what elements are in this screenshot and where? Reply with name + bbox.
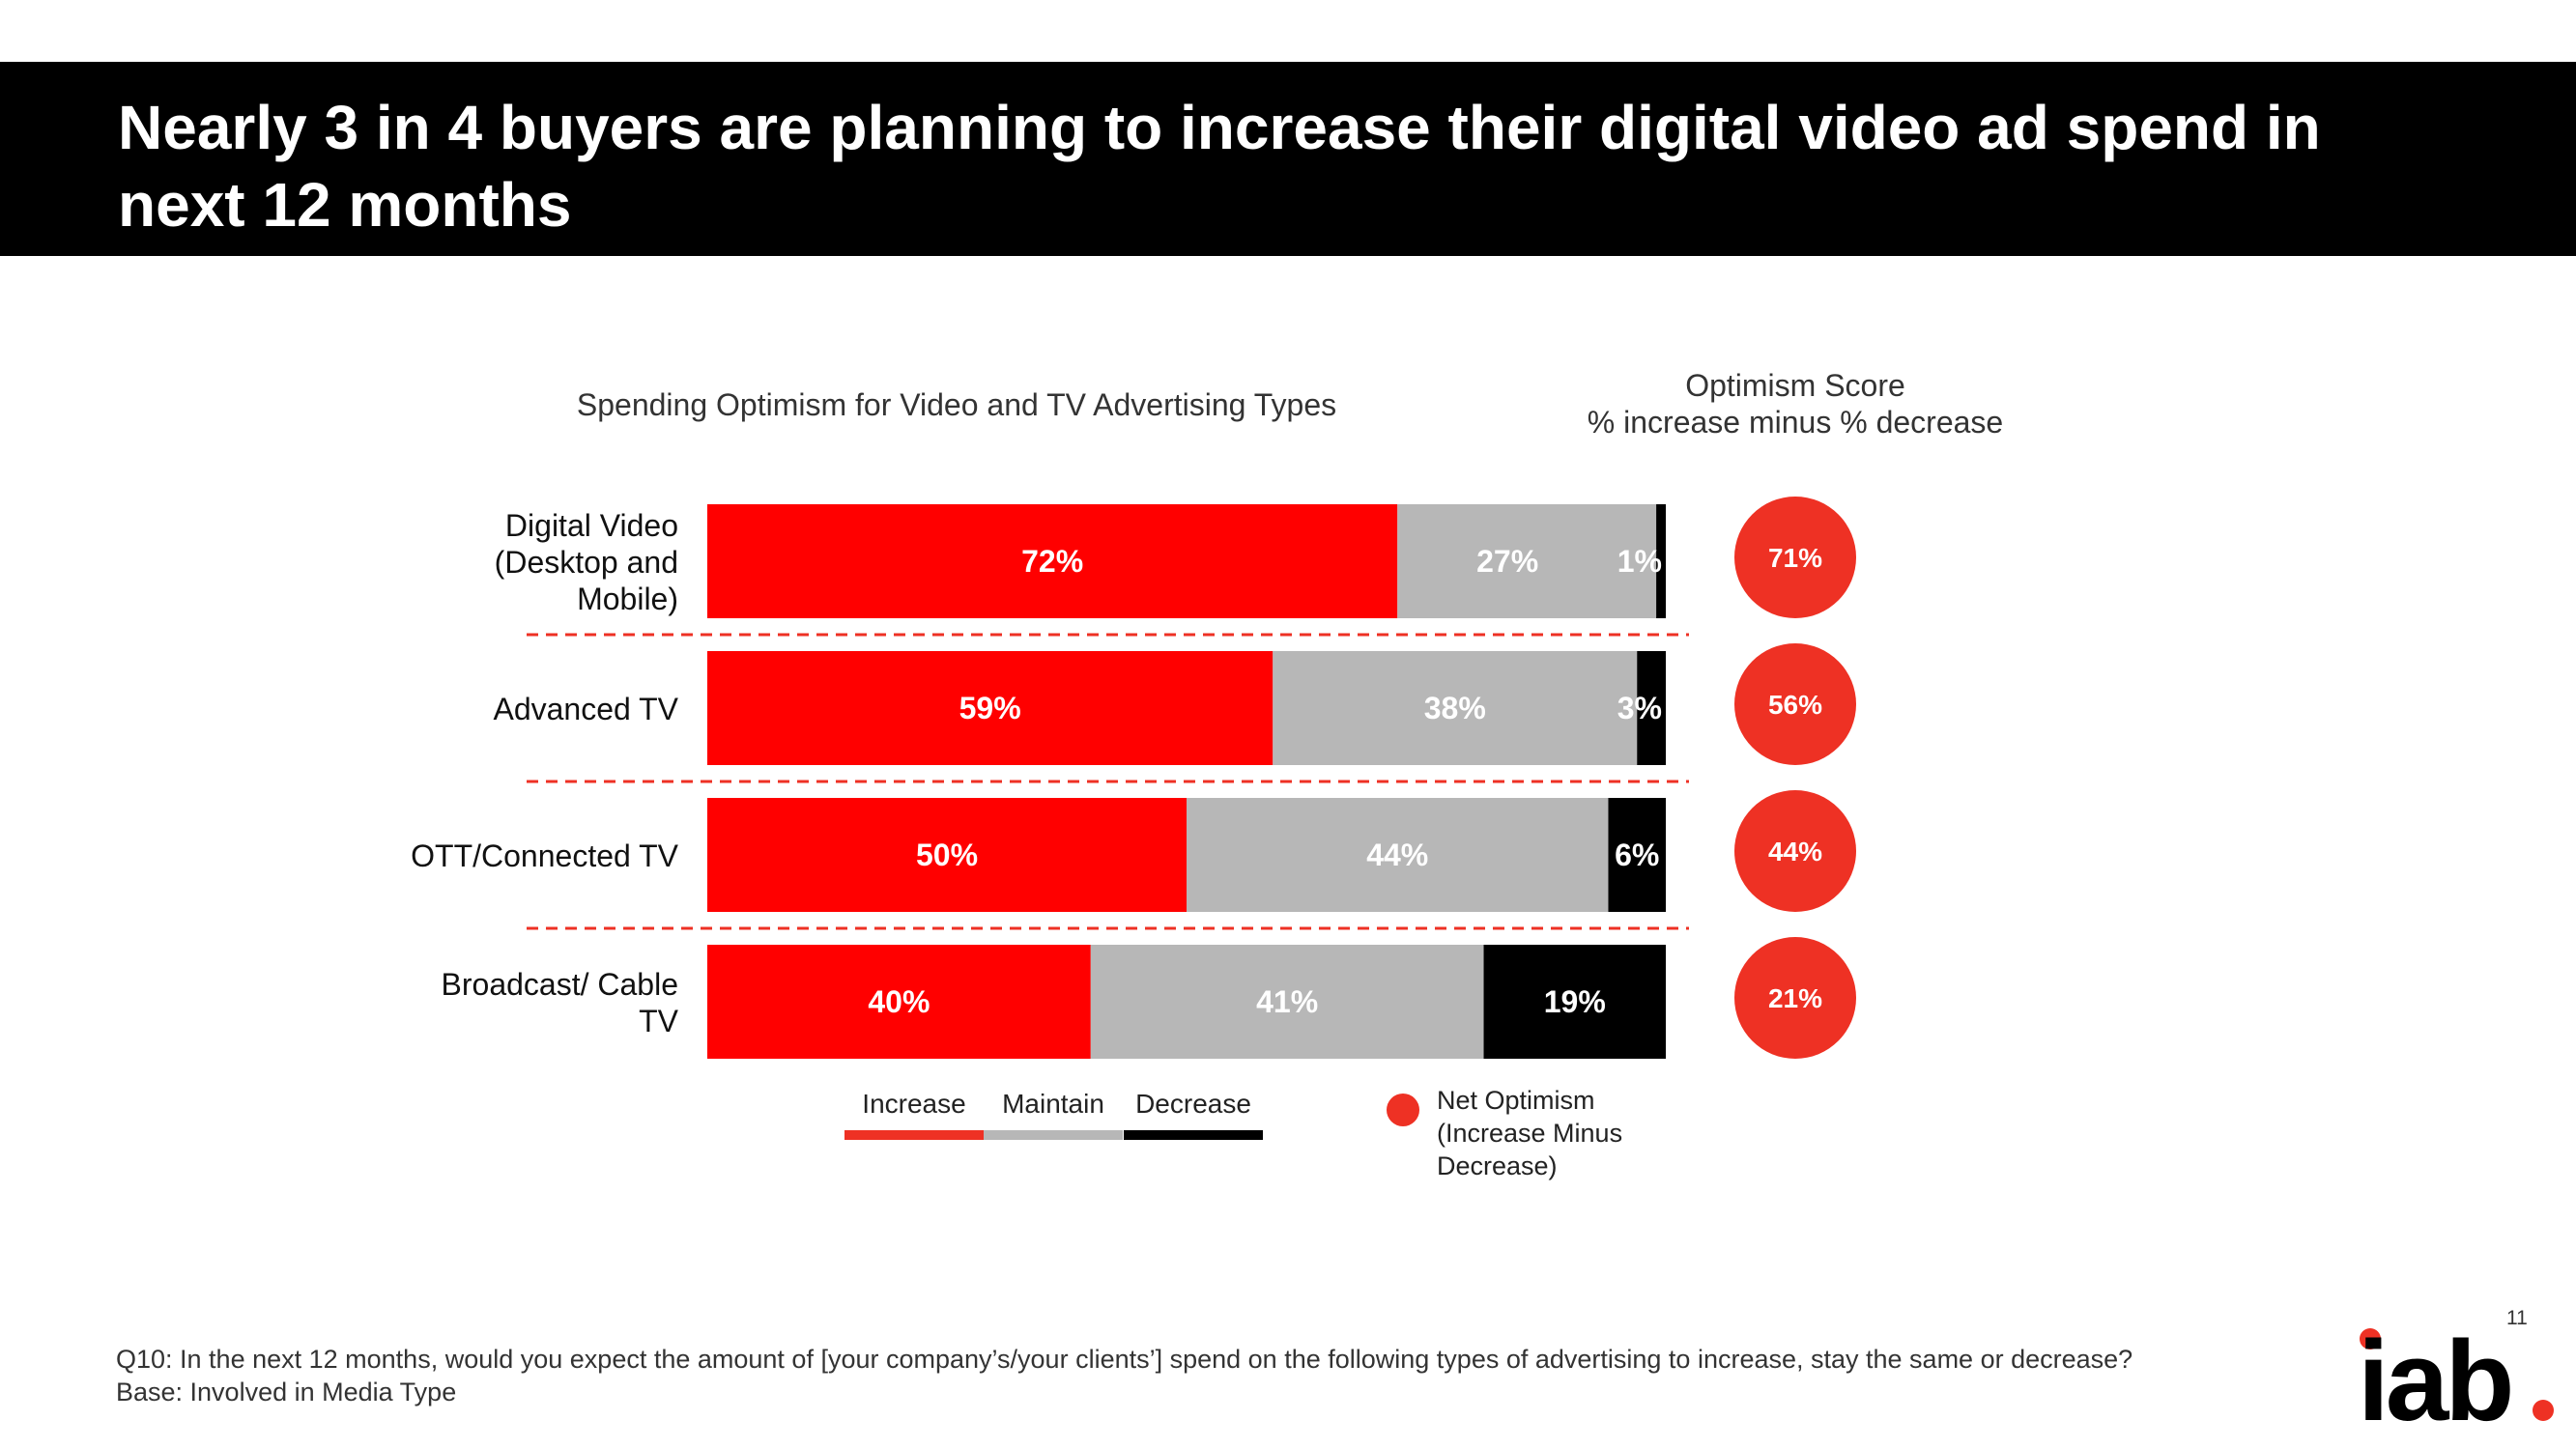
bar-segment-maintain — [1090, 945, 1484, 1059]
optimism-score-label: 56% — [1768, 690, 1822, 720]
category-label: Broadcast/ Cable — [442, 967, 678, 1002]
page-number: 11 — [2506, 1307, 2528, 1329]
chart-title: Spending Optimism for Video and TV Adver… — [577, 387, 1336, 422]
legend-net-optimism-label: Net Optimism — [1437, 1086, 1595, 1115]
optimism-score-circle — [1734, 937, 1856, 1059]
optimism-score-label: 21% — [1768, 983, 1822, 1013]
legend-swatch — [984, 1130, 1123, 1140]
footer-question: Q10: In the next 12 months, would you ex… — [116, 1345, 2133, 1374]
bar-segment-decrease — [1483, 945, 1666, 1059]
legend-swatch — [1124, 1130, 1263, 1140]
optimism-score-circle — [1734, 643, 1856, 765]
bar-segment-decrease — [1608, 798, 1666, 912]
data-label: 72% — [1021, 544, 1083, 579]
legend-swatch — [844, 1130, 984, 1140]
bar-segment-maintain — [1397, 504, 1657, 618]
bar-segment-maintain — [1187, 798, 1609, 912]
category-label: (Desktop and — [495, 545, 678, 580]
bar-segment-decrease — [1637, 651, 1666, 765]
optimism-score-circle — [1734, 790, 1856, 912]
data-label: 59% — [959, 691, 1021, 725]
category-label: Advanced TV — [493, 692, 678, 726]
stacked-bar-chart: Spending Optimism for Video and TV Adver… — [411, 368, 2003, 1180]
bar-segment-decrease — [1656, 504, 1666, 618]
legend-label: Decrease — [1135, 1089, 1251, 1119]
legend-label: Maintain — [1002, 1089, 1104, 1119]
data-label: 40% — [868, 984, 930, 1019]
footer-notes: Q10: In the next 12 months, would you ex… — [116, 1343, 2338, 1408]
optimism-score-circle — [1734, 497, 1856, 618]
title-bar — [0, 62, 2576, 256]
page-title: Nearly 3 in 4 buyers are planning to inc… — [118, 93, 2321, 240]
data-label: 38% — [1424, 691, 1486, 725]
legend-net-optimism-dot — [1387, 1094, 1419, 1126]
bar-segment-increase — [707, 504, 1398, 618]
score-title-line1: Optimism Score — [1685, 368, 1905, 403]
optimism-score-label: 71% — [1768, 543, 1822, 573]
bar-segment-increase — [707, 945, 1091, 1059]
svg-text:iab: iab — [2358, 1318, 2511, 1430]
category-label: Mobile) — [577, 582, 678, 616]
footer-base: Base: Involved in Media Type — [116, 1378, 457, 1406]
data-label: 6% — [1615, 838, 1659, 872]
data-label: 27% — [1476, 544, 1538, 579]
data-label: 1% — [1617, 544, 1662, 579]
bar-segment-maintain — [1273, 651, 1638, 765]
category-label: TV — [639, 1004, 679, 1038]
optimism-score-label: 44% — [1768, 837, 1822, 867]
bar-segment-increase — [707, 798, 1187, 912]
legend-net-optimism-label: (Increase Minus — [1437, 1119, 1622, 1148]
data-label: 41% — [1256, 984, 1318, 1019]
category-label: OTT/Connected TV — [411, 838, 679, 873]
data-label: 3% — [1617, 691, 1662, 725]
category-label: Digital Video — [505, 508, 678, 543]
logo-dot — [2360, 1328, 2381, 1350]
legend-net-optimism-label: Decrease) — [1437, 1151, 1558, 1180]
data-label: 44% — [1366, 838, 1428, 872]
iab-logo: iab — [2358, 1318, 2554, 1430]
legend-label: Increase — [862, 1089, 965, 1119]
data-label: 19% — [1544, 984, 1606, 1019]
logo-period — [2533, 1400, 2554, 1421]
data-label: 50% — [916, 838, 978, 872]
bar-segment-increase — [707, 651, 1274, 765]
score-title-line2: % increase minus % decrease — [1588, 405, 2003, 440]
